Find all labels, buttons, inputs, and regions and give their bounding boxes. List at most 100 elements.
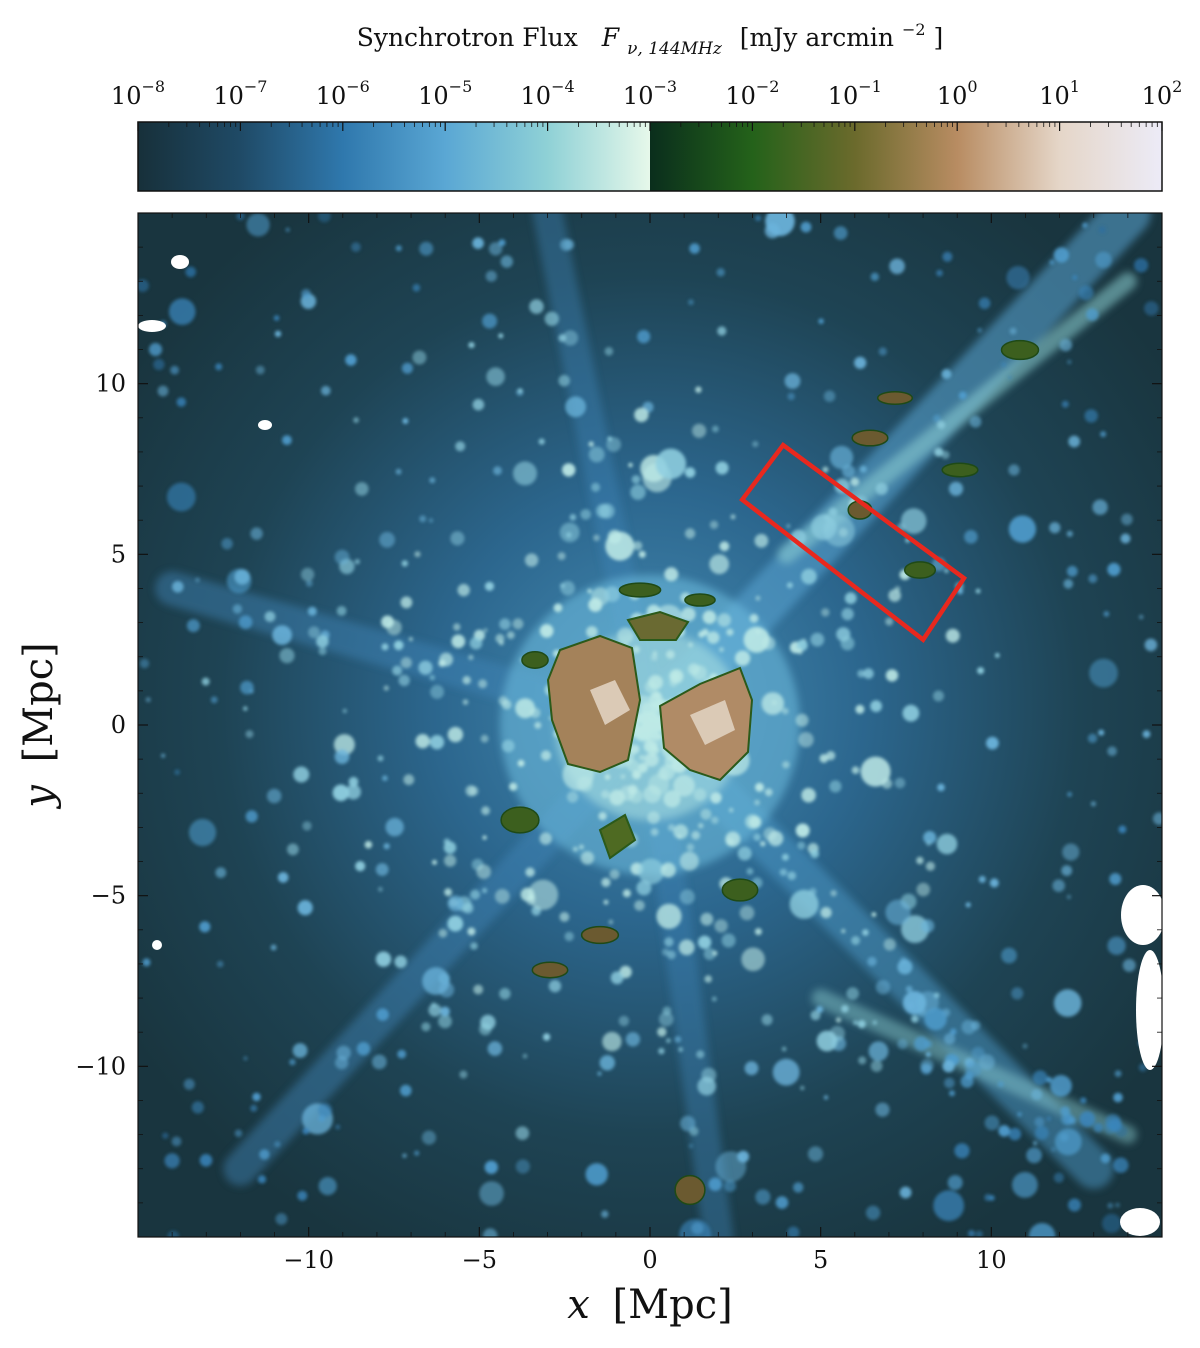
emission-blob	[605, 531, 635, 561]
emission-blob	[307, 606, 317, 616]
emission-blob	[712, 950, 718, 956]
y-tick-label: 0	[111, 711, 126, 739]
y-tick-label: −10	[75, 1052, 126, 1080]
emission-blob	[470, 889, 481, 900]
emission-blob	[659, 764, 675, 781]
emission-blob	[841, 928, 846, 934]
emission-blob	[506, 631, 515, 639]
emission-blob	[1144, 638, 1158, 652]
small-relic-patch	[941, 462, 979, 478]
emission-blob	[666, 1038, 671, 1043]
emission-blob	[401, 560, 408, 567]
emission-blob	[1134, 258, 1149, 273]
emission-blob	[1107, 562, 1121, 577]
emission-blob	[1114, 1070, 1122, 1077]
emission-blob	[540, 750, 552, 761]
emission-blob	[617, 627, 634, 644]
emission-blob	[822, 466, 829, 473]
emission-blob	[620, 774, 626, 780]
emission-blob	[745, 814, 760, 830]
emission-blob	[707, 631, 720, 644]
emission-blob	[933, 690, 944, 702]
emission-blob	[680, 1115, 696, 1132]
emission-blob	[1061, 400, 1069, 408]
emission-blob	[840, 636, 855, 651]
emission-blob	[1034, 1126, 1049, 1140]
emission-blob	[255, 365, 265, 375]
y-tick-label: 10	[95, 370, 126, 398]
emission-blob	[1095, 251, 1112, 269]
emission-blob	[560, 580, 575, 596]
emission-blob	[534, 721, 542, 729]
emission-blob	[667, 950, 676, 960]
emission-blob	[816, 1030, 838, 1052]
emission-blob	[937, 420, 946, 429]
emission-blob	[793, 1182, 804, 1193]
emission-blob	[950, 1028, 957, 1035]
emission-blob	[862, 929, 869, 936]
emission-blob	[633, 541, 643, 551]
colorbar-title-unit: [mJy arcmin	[740, 23, 894, 52]
masked-hole	[171, 255, 189, 269]
emission-blob	[968, 1230, 975, 1237]
emission-blob	[607, 436, 612, 442]
emission-blob	[482, 835, 487, 840]
emission-blob	[686, 843, 695, 852]
small-relic-patch	[500, 806, 540, 834]
emission-blob	[376, 1008, 389, 1021]
emission-blob	[429, 674, 435, 681]
emission-blob	[402, 1153, 407, 1158]
emission-blob	[356, 1042, 371, 1056]
colorbar-tick-base: 10	[521, 82, 552, 110]
small-relic-patch	[618, 582, 662, 598]
emission-blob	[949, 1090, 955, 1097]
emission-blob	[499, 618, 511, 630]
colorbar-tick-label: 10−5	[418, 77, 472, 110]
emission-blob	[601, 790, 610, 799]
colorbar-tick-label: 10−3	[623, 77, 677, 110]
emission-blob	[679, 851, 699, 871]
emission-blob	[760, 841, 766, 847]
emission-blob	[438, 1014, 452, 1029]
emission-blob	[1109, 873, 1122, 885]
emission-blob	[695, 386, 702, 393]
emission-blob	[462, 902, 474, 914]
emission-blob	[476, 864, 492, 879]
emission-blob	[660, 862, 676, 878]
emission-blob	[1113, 1157, 1129, 1173]
emission-blob	[941, 369, 952, 379]
emission-blob	[157, 385, 169, 397]
emission-blob	[447, 895, 464, 912]
masked-hole	[138, 320, 166, 332]
emission-blob	[596, 503, 611, 519]
emission-blob	[875, 482, 888, 495]
emission-blob	[801, 568, 817, 585]
emission-blob	[1078, 285, 1094, 301]
emission-blob	[1144, 301, 1159, 316]
emission-blob	[755, 1189, 771, 1205]
emission-blob	[444, 854, 457, 867]
colorbar-tick-base: 10	[213, 82, 244, 110]
emission-blob	[479, 1022, 492, 1036]
emission-blob	[518, 388, 523, 393]
emission-blob	[734, 650, 751, 666]
emission-blob	[232, 604, 243, 614]
colorbar-tick-label: 10−1	[828, 77, 882, 110]
emission-blob	[438, 972, 450, 985]
emission-blob	[1050, 1075, 1072, 1097]
emission-blob	[754, 799, 760, 806]
small-relic-patch	[903, 561, 937, 579]
colorbar-tick-base: 10	[828, 82, 859, 110]
emission-blob	[984, 1115, 1000, 1131]
emission-blob	[872, 1020, 877, 1025]
small-relic-patch	[531, 961, 569, 979]
emission-blob	[564, 931, 574, 942]
emission-blob	[797, 841, 806, 850]
emission-blob	[599, 1055, 615, 1071]
emission-blob	[709, 520, 719, 529]
emission-blob	[438, 659, 446, 667]
emission-blob	[754, 928, 762, 936]
emission-blob	[354, 559, 360, 565]
emission-blob	[858, 1056, 867, 1065]
emission-blob	[673, 774, 695, 797]
